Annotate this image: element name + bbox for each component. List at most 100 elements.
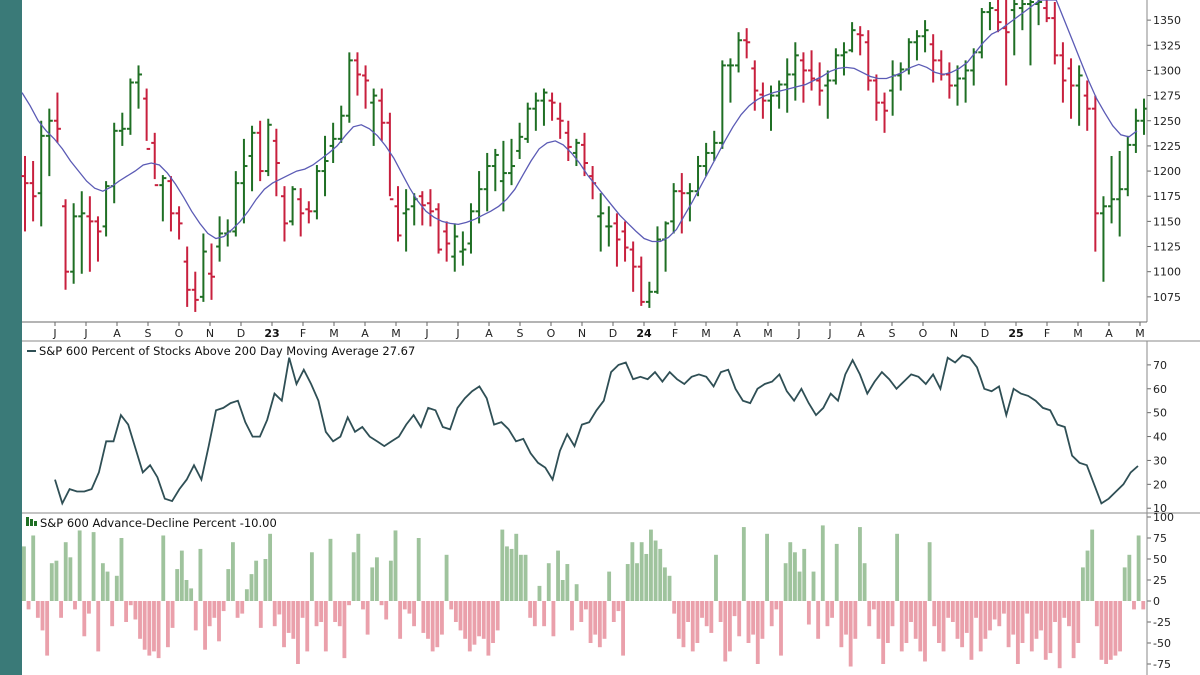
ad-bar bbox=[649, 529, 653, 601]
price-bar bbox=[791, 42, 799, 101]
price-bar bbox=[621, 221, 629, 262]
ad-y-tick-label: 25 bbox=[1153, 574, 1167, 587]
ad-bar bbox=[574, 584, 579, 601]
ad-legend-swatch-a bbox=[26, 517, 29, 526]
price-bar bbox=[459, 231, 467, 266]
price-y-tick-label: 1150 bbox=[1153, 215, 1181, 228]
x-tick-label: A bbox=[857, 327, 865, 340]
ad-bar bbox=[416, 538, 421, 601]
price-panel: 1075 1100 1125 1150 1175 1200 1225 1250 1275 1300… bbox=[21, 0, 1200, 322]
x-tick-label: A bbox=[113, 327, 121, 340]
ad-legend-swatch-b bbox=[30, 519, 33, 526]
ad-bar bbox=[1071, 601, 1076, 659]
price-bar bbox=[135, 65, 143, 109]
ad-bar bbox=[611, 601, 616, 622]
ad-bar bbox=[505, 546, 509, 601]
ad-bar bbox=[138, 601, 142, 639]
ad-bar bbox=[732, 601, 737, 617]
price-bar bbox=[21, 155, 29, 232]
ad-bar bbox=[73, 601, 77, 610]
ad-bar bbox=[899, 601, 904, 652]
price-bar bbox=[94, 216, 102, 262]
ad-bar bbox=[142, 601, 147, 650]
ad-bar bbox=[593, 601, 598, 635]
ad-bar bbox=[1011, 601, 1016, 635]
ad-bar bbox=[518, 554, 523, 601]
price-bar bbox=[1116, 150, 1124, 237]
ad-bar bbox=[546, 563, 551, 601]
ad-bar bbox=[556, 550, 560, 601]
ad-bar bbox=[147, 601, 152, 656]
price-bar bbox=[1108, 155, 1116, 224]
x-tick-label: A bbox=[1105, 327, 1113, 340]
ad-bar bbox=[560, 580, 565, 601]
price-bar bbox=[962, 60, 970, 103]
ad-bar bbox=[59, 601, 63, 618]
ad-bar bbox=[124, 601, 129, 622]
ad-bar bbox=[161, 535, 166, 601]
price-bar bbox=[1010, 0, 1018, 56]
ad-bar bbox=[305, 601, 310, 652]
ad-bar bbox=[528, 601, 533, 618]
price-bar bbox=[175, 206, 183, 240]
breadth-y-tick-label: 70 bbox=[1153, 359, 1167, 372]
ad-bar bbox=[1057, 601, 1062, 669]
ad-bar bbox=[542, 601, 547, 627]
x-tick-label: F bbox=[300, 327, 306, 340]
ad-bar bbox=[514, 533, 519, 601]
x-tick-label: A bbox=[733, 327, 741, 340]
price-bar bbox=[954, 65, 961, 106]
price-bar bbox=[29, 161, 37, 222]
price-bar bbox=[167, 176, 175, 232]
ad-bar bbox=[491, 601, 495, 643]
price-y-tick-label: 1325 bbox=[1153, 39, 1181, 52]
ad-bar bbox=[1108, 601, 1113, 660]
ad-bar bbox=[458, 601, 463, 631]
ad-bar bbox=[844, 601, 848, 635]
ad-bar bbox=[686, 601, 691, 622]
price-bar bbox=[37, 120, 45, 227]
price-bar bbox=[564, 120, 572, 161]
ad-bar bbox=[268, 533, 273, 601]
ad-bar bbox=[820, 525, 825, 601]
x-tick-label: J bbox=[52, 327, 56, 340]
ad-bar bbox=[221, 601, 226, 612]
price-bar bbox=[897, 62, 905, 91]
ad-bar bbox=[830, 601, 835, 618]
price-bar bbox=[199, 233, 207, 302]
price-bar bbox=[913, 30, 921, 61]
x-tick-label: M bbox=[763, 327, 773, 340]
ad-bar bbox=[690, 601, 695, 652]
ad-bar bbox=[379, 601, 384, 606]
price-bar bbox=[726, 58, 734, 103]
ad-bar bbox=[1034, 601, 1039, 639]
ad-bar bbox=[309, 552, 314, 601]
price-bar bbox=[921, 20, 929, 53]
ad-bar bbox=[49, 563, 54, 601]
x-tick-label: 23 bbox=[264, 327, 279, 340]
ad-bar bbox=[217, 601, 221, 642]
ad-bar bbox=[551, 601, 556, 637]
price-bar bbox=[516, 122, 524, 159]
price-bar bbox=[1083, 80, 1091, 131]
ad-bar bbox=[718, 601, 723, 622]
ad-bar bbox=[862, 563, 867, 601]
price-bar bbox=[848, 22, 856, 53]
ad-bar bbox=[662, 567, 667, 601]
ad-bar bbox=[806, 601, 811, 625]
ad-bar bbox=[997, 601, 1002, 627]
breadth-y-tick-label: 30 bbox=[1153, 454, 1167, 467]
ad-bar bbox=[695, 601, 700, 643]
ad-bar bbox=[1141, 601, 1146, 610]
ad-bar bbox=[82, 601, 87, 637]
ad-bar bbox=[913, 601, 918, 639]
price-bar bbox=[1043, 0, 1051, 23]
price-bar bbox=[816, 62, 824, 106]
price-bar bbox=[191, 271, 199, 312]
ad-bar bbox=[955, 601, 960, 639]
price-bar bbox=[297, 188, 305, 237]
price-bar bbox=[353, 52, 361, 96]
ad-y-axis: 100 75 50 25 0 -25 -50 -75 bbox=[1147, 511, 1174, 671]
ad-bar bbox=[244, 589, 249, 601]
ad-bar bbox=[1127, 554, 1132, 601]
